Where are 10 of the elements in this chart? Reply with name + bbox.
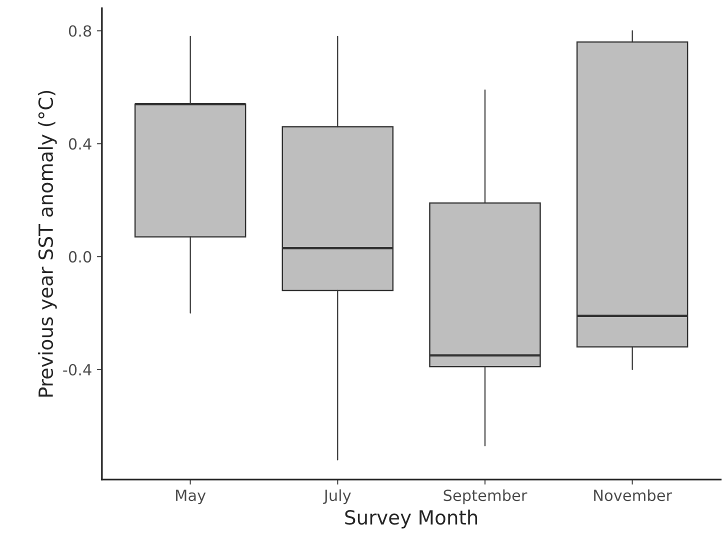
x-tick-label: September (444, 489, 528, 504)
y-tick-label: -0.4 (63, 364, 92, 376)
x-tick-label: May (176, 490, 206, 504)
y-tick-label: 0.4 (68, 138, 92, 150)
x-axis-title: Survey Month (345, 510, 478, 528)
y-tick-label: 0.0 (68, 251, 92, 263)
y-tick-label: 0.8 (68, 25, 92, 37)
y-axis-title: Previous year SST anomaly (°C) (38, 90, 57, 397)
x-tick-label: November (594, 489, 672, 502)
x-tick-label: July (323, 489, 351, 504)
